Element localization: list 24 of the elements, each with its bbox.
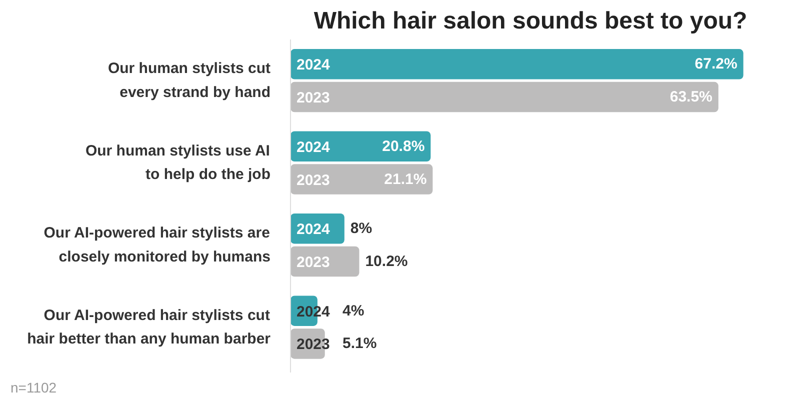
y-tick-label: Our AI-powered hair stylists cut hair better than any human barber [27, 306, 271, 348]
text: 2023 [296, 172, 330, 189]
data-label: 5.1% [342, 335, 377, 352]
bar [290, 49, 744, 80]
y-tick-label: Our human stylists cut every strand by hand [108, 60, 271, 102]
data-label: 8% [350, 220, 372, 238]
data-label: 21.1% [384, 170, 427, 188]
data-label: 20.8% [382, 138, 425, 155]
y-tick-label: Our AI-powered hair stylists are closely monitored by humans [44, 224, 271, 266]
data-label: 10.2% [365, 253, 408, 270]
bar [290, 164, 433, 194]
text: 2023 [296, 254, 330, 271]
data-label: 4% [342, 302, 364, 320]
data-label: 63.5% [670, 88, 712, 106]
text: n=1102 [10, 380, 57, 396]
text: 2024 [296, 138, 330, 156]
text: 2024 [296, 221, 330, 238]
y-tick-label: Our human stylists use AI to help do the job [85, 142, 271, 184]
text: 2023 [296, 90, 330, 107]
bar [290, 82, 718, 112]
data-label: 67.2% [694, 56, 738, 73]
series-label: 2023 [296, 336, 330, 354]
text: 2024 [296, 56, 330, 74]
chart-title: Which hair salon sounds best to you? [314, 8, 748, 34]
